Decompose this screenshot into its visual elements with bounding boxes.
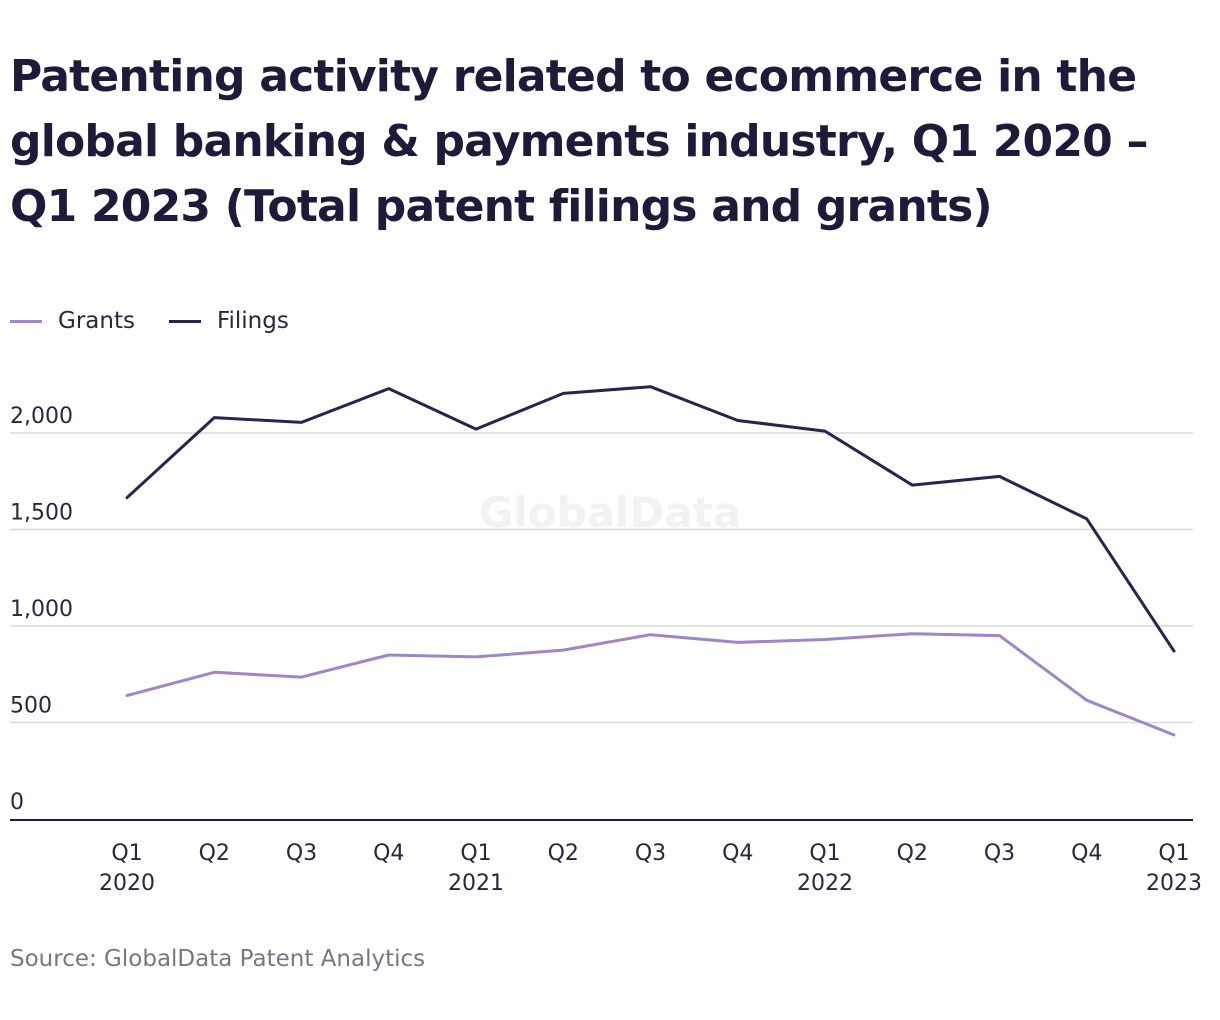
y-tick-label: 500 <box>10 694 52 719</box>
x-tick-label: Q3 <box>984 841 1015 866</box>
x-tick-label: Q4 <box>373 841 404 866</box>
chart-title: Patenting activity related to ecommerce … <box>10 51 1149 232</box>
x-tick-year-label: 2023 <box>1146 871 1202 896</box>
x-tick-label: Q3 <box>286 841 317 866</box>
x-tick-label: Q2 <box>548 841 579 866</box>
series-line-grants <box>125 632 1176 737</box>
series-line-filings <box>125 385 1176 653</box>
x-tick-label: Q4 <box>722 841 753 866</box>
x-tick-label: Q2 <box>199 841 230 866</box>
legend-label-filings: Filings <box>216 308 289 334</box>
x-tick-year-label: 2020 <box>99 871 155 896</box>
legend-item-grants: Grants <box>10 308 135 334</box>
x-tick-year-label: 2022 <box>797 871 853 896</box>
legend-swatch-filings <box>168 319 201 323</box>
x-tick-label: Q2 <box>897 841 928 866</box>
x-tick-label: Q1 <box>111 841 142 866</box>
y-tick-label: 2,000 <box>10 404 73 429</box>
x-tick-year-label: 2021 <box>448 871 504 896</box>
x-tick-label: Q1 <box>1158 841 1189 866</box>
y-tick-label: 0 <box>10 790 24 815</box>
x-tick-label: Q4 <box>1071 841 1102 866</box>
source-note: Source: GlobalData Patent Analytics <box>10 946 426 972</box>
x-tick-label: Q1 <box>460 841 491 866</box>
chart-legend: Grants Filings <box>10 306 323 336</box>
legend-label-grants: Grants <box>58 308 135 334</box>
x-tick-label: Q3 <box>635 841 666 866</box>
y-tick-label: 1,000 <box>10 597 73 622</box>
y-tick-label: 1,500 <box>10 501 73 526</box>
legend-swatch-grants <box>10 319 42 323</box>
legend-item-filings: Filings <box>168 308 289 334</box>
x-tick-label: Q1 <box>809 841 840 866</box>
